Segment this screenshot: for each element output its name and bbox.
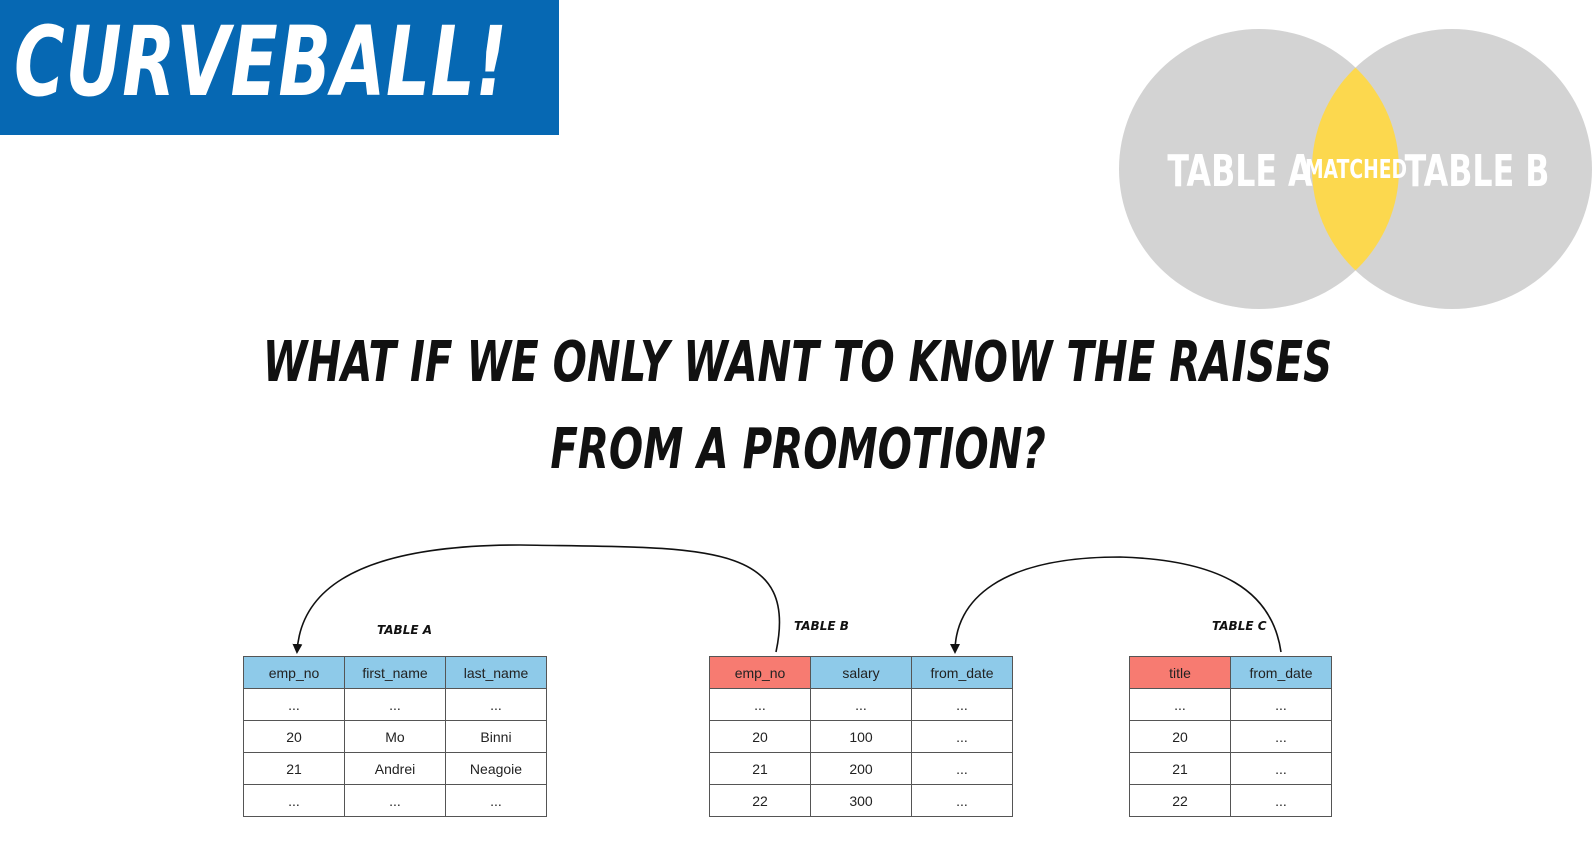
table-row: ...... bbox=[1130, 689, 1332, 721]
table-row: 22 300... bbox=[710, 785, 1013, 817]
table-row: ......... bbox=[244, 689, 547, 721]
table-cell: ... bbox=[1231, 721, 1332, 753]
table-a: emp_no first_name last_name ......... 20 Mo B… bbox=[243, 656, 547, 817]
table-cell: ... bbox=[912, 689, 1013, 721]
column-header: emp_no bbox=[244, 657, 345, 689]
table-cell: 21 bbox=[1130, 753, 1231, 785]
column-header: first_name bbox=[345, 657, 446, 689]
table-cell: 22 bbox=[1130, 785, 1231, 817]
column-header: emp_no bbox=[710, 657, 811, 689]
column-header: from_date bbox=[912, 657, 1013, 689]
table-row: 22... bbox=[1130, 785, 1332, 817]
table-row: 20 Mo Binni bbox=[244, 721, 547, 753]
table-cell: ... bbox=[1231, 785, 1332, 817]
table-cell: ... bbox=[1231, 753, 1332, 785]
table-cell: Mo bbox=[345, 721, 446, 753]
table-cell: 22 bbox=[710, 785, 811, 817]
column-header: last_name bbox=[446, 657, 547, 689]
table-cell: 300 bbox=[811, 785, 912, 817]
table-b-label: TABLE B bbox=[794, 619, 849, 633]
column-header: title bbox=[1130, 657, 1231, 689]
table-row: ......... bbox=[244, 785, 547, 817]
table-a-label: TABLE A bbox=[377, 623, 432, 637]
venn-label-center: MATCHED bbox=[1305, 155, 1407, 185]
question-line-1: WHAT IF WE ONLY WANT TO KNOW THE RAISES bbox=[0, 330, 1596, 395]
table-cell: ... bbox=[912, 721, 1013, 753]
table-cell: ... bbox=[244, 785, 345, 817]
table-cell: Andrei bbox=[345, 753, 446, 785]
table-cell: ... bbox=[244, 689, 345, 721]
table-cell: 20 bbox=[244, 721, 345, 753]
table-cell: ... bbox=[710, 689, 811, 721]
table-c-label: TABLE C bbox=[1212, 619, 1267, 633]
table-row: 21... bbox=[1130, 753, 1332, 785]
table-cell: 100 bbox=[811, 721, 912, 753]
join-arrow-b-to-a bbox=[297, 545, 780, 652]
table-cell: 21 bbox=[710, 753, 811, 785]
join-arrow-c-to-b bbox=[955, 557, 1281, 652]
table-cell: ... bbox=[1231, 689, 1332, 721]
table-cell: ... bbox=[1130, 689, 1231, 721]
question-line-2: FROM A PROMOTION? bbox=[0, 417, 1596, 482]
table-cell: 20 bbox=[710, 721, 811, 753]
table-cell: ... bbox=[446, 689, 547, 721]
table-cell: ... bbox=[446, 785, 547, 817]
table-cell: ... bbox=[912, 753, 1013, 785]
column-header: salary bbox=[811, 657, 912, 689]
table-cell: Neagoie bbox=[446, 753, 547, 785]
table-row: 20... bbox=[1130, 721, 1332, 753]
table-c: title from_date ...... 20... 21... 22... bbox=[1129, 656, 1332, 817]
table-b: emp_no salary from_date ......... 20 100... 2… bbox=[709, 656, 1013, 817]
table-header-row: emp_no salary from_date bbox=[710, 657, 1013, 689]
table-cell: ... bbox=[811, 689, 912, 721]
table-cell: 20 bbox=[1130, 721, 1231, 753]
table-row: 21 Andrei Neagoie bbox=[244, 753, 547, 785]
table-cell: ... bbox=[912, 785, 1013, 817]
venn-label-right: TABLE B bbox=[1405, 146, 1550, 198]
column-header: from_date bbox=[1231, 657, 1332, 689]
table-header-row: emp_no first_name last_name bbox=[244, 657, 547, 689]
table-cell: ... bbox=[345, 689, 446, 721]
table-cell: 200 bbox=[811, 753, 912, 785]
table-cell: 21 bbox=[244, 753, 345, 785]
table-cell: Binni bbox=[446, 721, 547, 753]
table-row: ......... bbox=[710, 689, 1013, 721]
table-row: 21 200... bbox=[710, 753, 1013, 785]
table-cell: ... bbox=[345, 785, 446, 817]
table-row: 20 100... bbox=[710, 721, 1013, 753]
table-header-row: title from_date bbox=[1130, 657, 1332, 689]
venn-label-left: TABLE A bbox=[1167, 146, 1312, 198]
